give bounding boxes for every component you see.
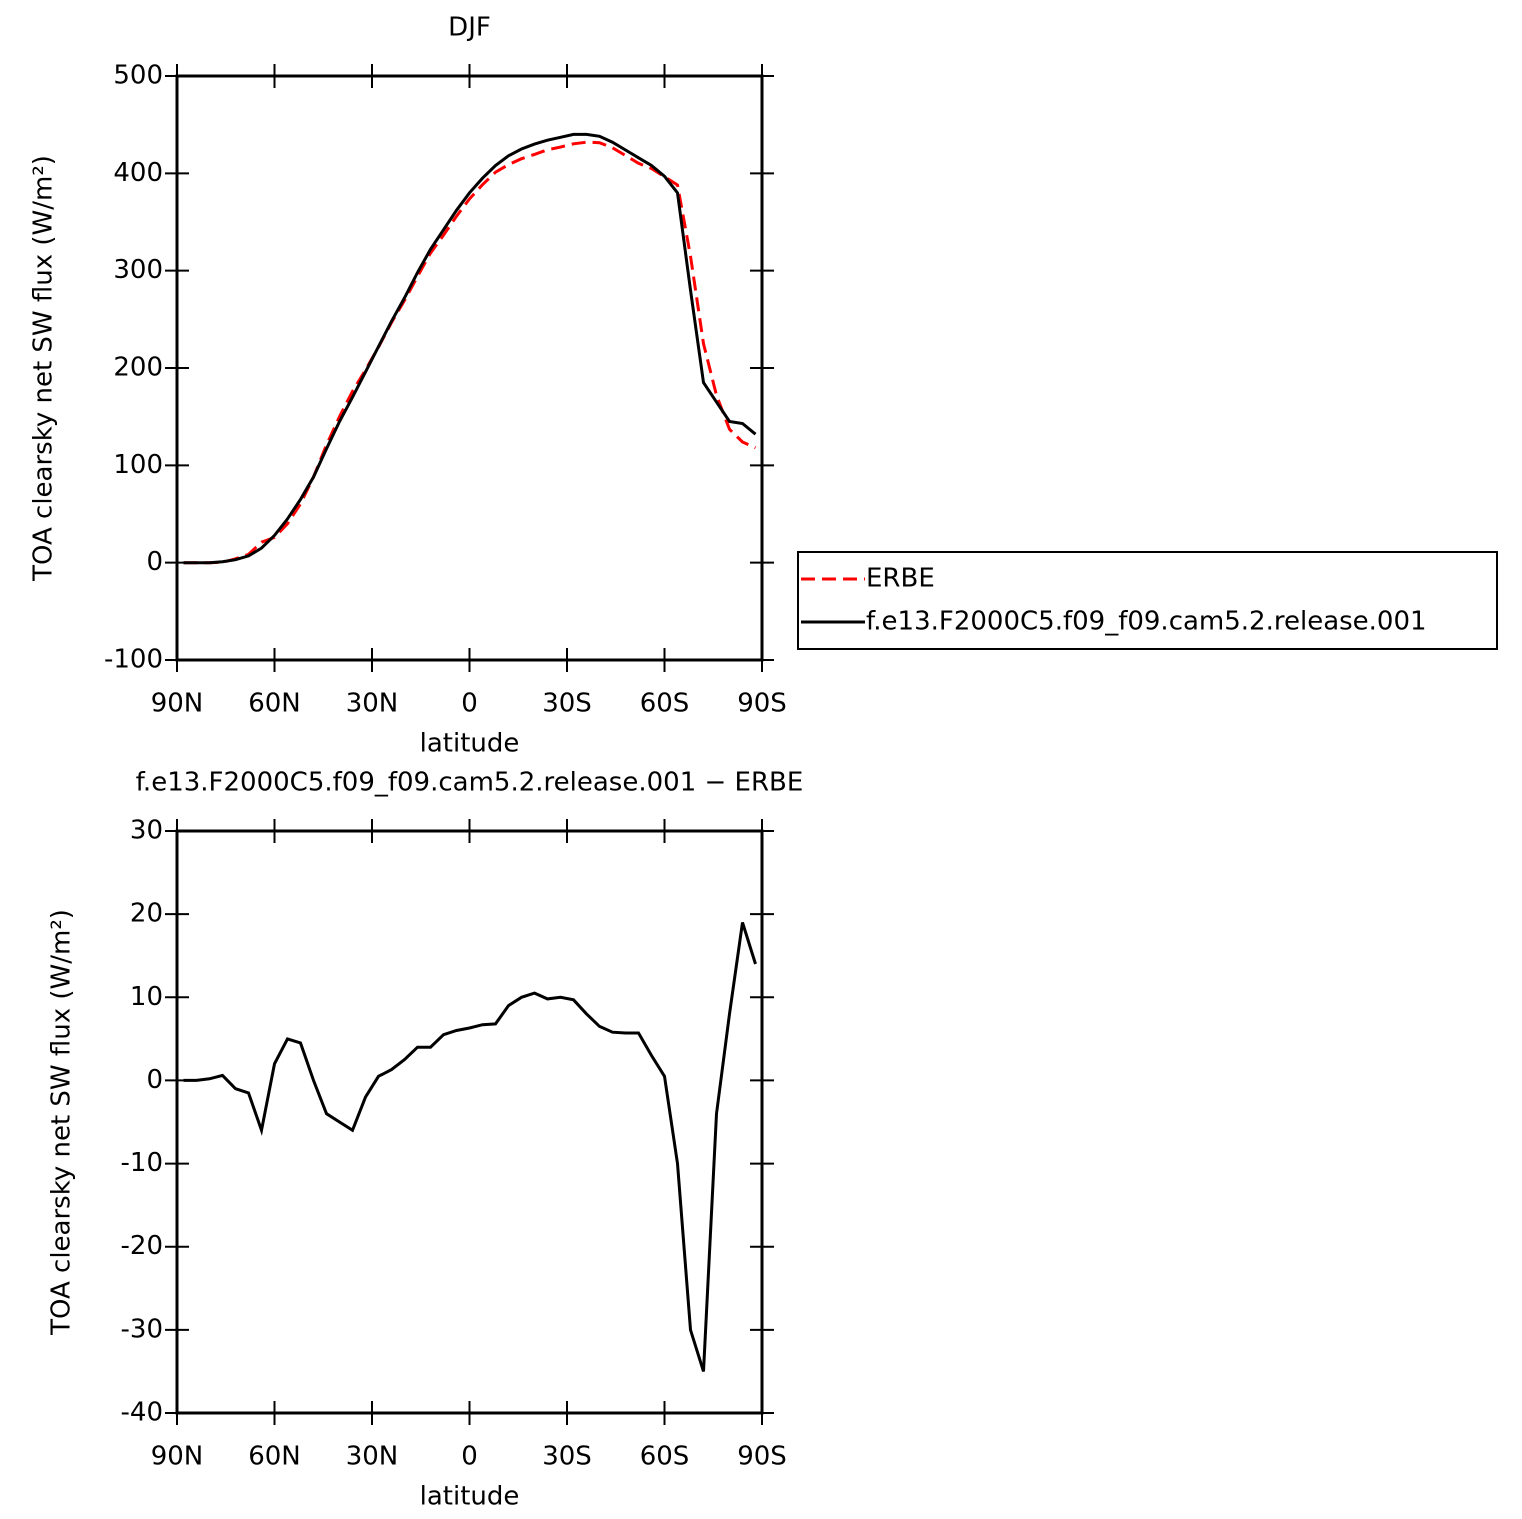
chart-title: DJF bbox=[448, 13, 491, 43]
y-tick-label: 500 bbox=[113, 61, 163, 91]
x-tick-label: 90N bbox=[151, 1442, 204, 1472]
x-tick-label: 90N bbox=[151, 689, 204, 719]
y-tick-label: -30 bbox=[121, 1314, 163, 1344]
x-tick-label: 60S bbox=[640, 689, 690, 719]
x-tick-label: 90S bbox=[737, 1442, 787, 1472]
y-tick-label: 10 bbox=[130, 982, 163, 1012]
x-axis-label: latitude bbox=[420, 729, 520, 759]
x-tick-label: 0 bbox=[461, 689, 478, 719]
x-tick-label: 30S bbox=[542, 1442, 592, 1472]
y-tick-label: 400 bbox=[113, 158, 163, 188]
x-tick-label: 30N bbox=[346, 1442, 399, 1472]
legend-label: ERBE bbox=[866, 564, 935, 594]
x-tick-label: 60S bbox=[640, 1442, 690, 1472]
plot-frame bbox=[175, 74, 764, 662]
chart-title: f.e13.F2000C5.f09_f09.cam5.2.release.001… bbox=[136, 768, 804, 798]
y-tick-label: 0 bbox=[146, 547, 163, 577]
y-tick-label: 30 bbox=[130, 816, 163, 846]
y-tick-label: 200 bbox=[113, 353, 163, 383]
y-tick-label: 300 bbox=[113, 255, 163, 285]
y-tick-label: 100 bbox=[113, 450, 163, 480]
data-line bbox=[183, 132, 757, 565]
y-tick-label: -20 bbox=[121, 1231, 163, 1261]
x-tick-label: 0 bbox=[461, 1442, 478, 1472]
y-tick-label: 0 bbox=[146, 1065, 163, 1095]
x-axis-label: latitude bbox=[420, 1482, 520, 1512]
y-tick-label: 20 bbox=[130, 899, 163, 929]
legend-label: f.e13.F2000C5.f09_f09.cam5.2.release.001 bbox=[866, 607, 1427, 637]
x-tick-label: 60N bbox=[248, 1442, 301, 1472]
x-tick-label: 30N bbox=[346, 689, 399, 719]
data-line bbox=[183, 922, 757, 1372]
y-tick-label: -40 bbox=[121, 1398, 163, 1428]
plot-frame bbox=[175, 829, 764, 1415]
legend-box bbox=[797, 551, 1498, 650]
x-tick-label: 60N bbox=[248, 689, 301, 719]
x-tick-label: 30S bbox=[542, 689, 592, 719]
data-line bbox=[183, 140, 757, 565]
y-tick-label: -10 bbox=[121, 1148, 163, 1178]
y-axis-label: TOA clearsky net SW flux (W/m²) bbox=[47, 909, 77, 1336]
y-tick-label: -100 bbox=[104, 645, 163, 675]
x-tick-label: 90S bbox=[737, 689, 787, 719]
y-axis-label: TOA clearsky net SW flux (W/m²) bbox=[29, 155, 59, 582]
